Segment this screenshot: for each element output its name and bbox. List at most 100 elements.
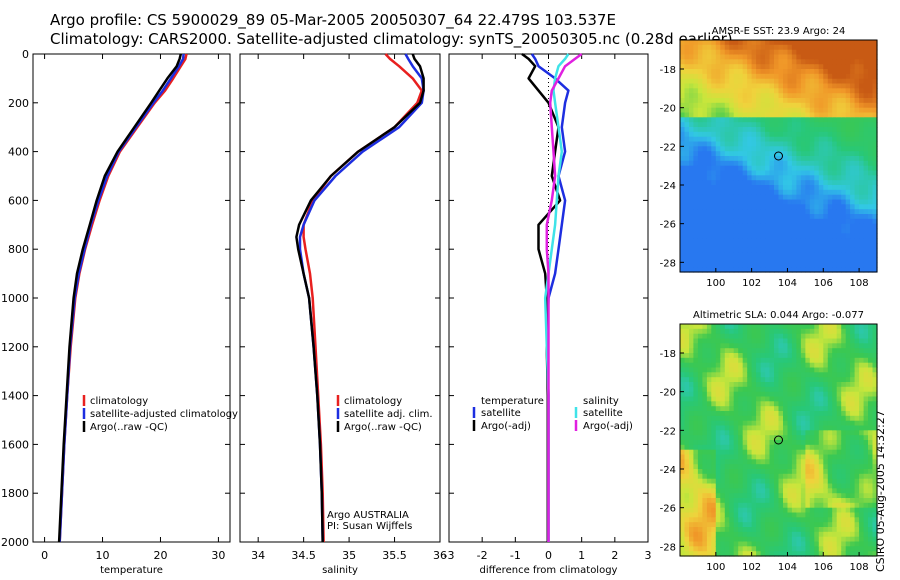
map-cell-sla_map [765, 512, 771, 518]
map-cell-sst_map [756, 69, 762, 75]
map-cell-sla_map [850, 382, 856, 388]
map-cell-sst_map [680, 199, 686, 205]
map-cell-sst_map [827, 223, 833, 230]
map-cell-sst_map [769, 69, 775, 75]
map-cell-sla_map [765, 454, 771, 460]
map-cell-sla_map [774, 377, 780, 383]
map-cell-sla_map [760, 372, 766, 378]
map-cell-sla_map [854, 502, 860, 509]
map-cell-sla_map [800, 449, 806, 456]
map-cell-sst_map [711, 214, 717, 220]
map-cell-sst_map [791, 107, 797, 114]
map-cell-sla_map [693, 483, 699, 489]
map-cell-sst_map [854, 131, 860, 138]
map-cell-sla_map [684, 411, 690, 417]
map-cell-sst_map [702, 83, 708, 89]
map-cell-sst_map [702, 59, 708, 65]
map-cell-sst_map [796, 136, 802, 143]
map-cell-sla_map [765, 372, 771, 378]
map-cell-sla_map [702, 415, 708, 422]
map-cell-sst_map [805, 199, 811, 205]
map-cell-sst_map [814, 122, 820, 128]
map-cell-sla_map [841, 362, 847, 369]
map-cell-sst_map [769, 107, 775, 114]
map-cell-sst_map [863, 267, 869, 273]
map-cell-sla_map [760, 357, 766, 364]
map-cell-sst_map [706, 122, 712, 128]
map-cell-sst_map [787, 136, 793, 143]
map-cell-sst_map [729, 49, 735, 56]
map-cell-sla_map [747, 546, 753, 552]
map-cell-sla_map [751, 328, 757, 335]
map-cell-sla_map [850, 411, 856, 417]
map-cell-sst_map [706, 194, 712, 201]
map-cell-sst_map [863, 151, 869, 157]
map-cell-sst_map [832, 165, 838, 172]
map-cell-sst_map [845, 185, 851, 191]
map-cell-sst_map [733, 40, 739, 46]
map-cell-sla_map [836, 478, 842, 485]
map-cell-sla_map [765, 546, 771, 552]
map-cell-sst_map [756, 98, 762, 104]
map-cell-sst_map [706, 112, 712, 118]
map-cell-sla_map [818, 546, 824, 552]
map-cell-sla_map [859, 459, 865, 465]
map-cell-sla_map [729, 425, 735, 431]
map-cell-sla_map [783, 473, 789, 480]
map-cell-sst_map [836, 194, 842, 201]
map-cell-sla_map [715, 328, 721, 335]
map-cell-sla_map [809, 328, 815, 335]
map-cell-sla_map [724, 531, 730, 538]
map-cell-sst_map [689, 156, 695, 162]
map-cell-sst_map [836, 247, 842, 254]
map-cell-sla_map [751, 382, 757, 388]
map-cell-sla_map [742, 493, 748, 499]
map-cell-sla_map [738, 498, 744, 504]
map-cell-sla_map [702, 536, 708, 543]
map-cell-sst_map [733, 49, 739, 56]
map-cell-sst_map [765, 252, 771, 259]
map-cell-sst_map [738, 98, 744, 104]
map-cell-sla_map [845, 483, 851, 489]
map-cell-sst_map [711, 83, 717, 89]
map-cell-sla_map [742, 367, 748, 373]
map-cell-sla_map [702, 372, 708, 378]
map-cell-sst_map [845, 160, 851, 167]
map-cell-sla_map [823, 507, 829, 514]
map-cell-sla_map [706, 449, 712, 456]
map-x-tick-label-sst_map: 104 [778, 278, 797, 289]
map-cell-sla_map [693, 435, 699, 441]
map-cell-sst_map [863, 223, 869, 230]
map-cell-sst_map [783, 238, 789, 244]
map-cell-sla_map [818, 483, 824, 489]
map-cell-sst_map [859, 175, 865, 181]
map-cell-sst_map [720, 73, 726, 80]
map-cell-sst_map [697, 194, 703, 201]
map-cell-sla_map [724, 362, 730, 369]
map-cell-sla_map [765, 430, 771, 436]
map-cell-sla_map [845, 406, 851, 412]
map-cell-sla_map [850, 546, 856, 552]
map-cell-sla_map [791, 469, 797, 475]
map-cell-sla_map [805, 478, 811, 485]
map-cell-sla_map [684, 507, 690, 514]
map-cell-sst_map [711, 209, 717, 215]
map-cell-sla_map [774, 440, 780, 446]
map-cell-sla_map [680, 449, 686, 456]
map-cell-sst_map [693, 40, 699, 46]
map-cell-sst_map [684, 189, 690, 196]
map-cell-sla_map [760, 454, 766, 460]
map-cell-sla_map [818, 440, 824, 446]
map-cell-sla_map [747, 377, 753, 383]
map-cell-sst_map [872, 243, 878, 249]
map-cell-sst_map [760, 247, 766, 254]
map-cell-sla_map [841, 401, 847, 407]
map-cell-sst_map [841, 117, 847, 123]
map-cell-sst_map [805, 69, 811, 75]
map-cell-sst_map [751, 165, 757, 172]
map-cell-sla_map [814, 551, 820, 557]
map-cell-sla_map [765, 459, 771, 465]
map-cell-sla_map [868, 391, 874, 398]
map-cell-sla_map [805, 328, 811, 335]
map-cell-sst_map [742, 107, 748, 114]
